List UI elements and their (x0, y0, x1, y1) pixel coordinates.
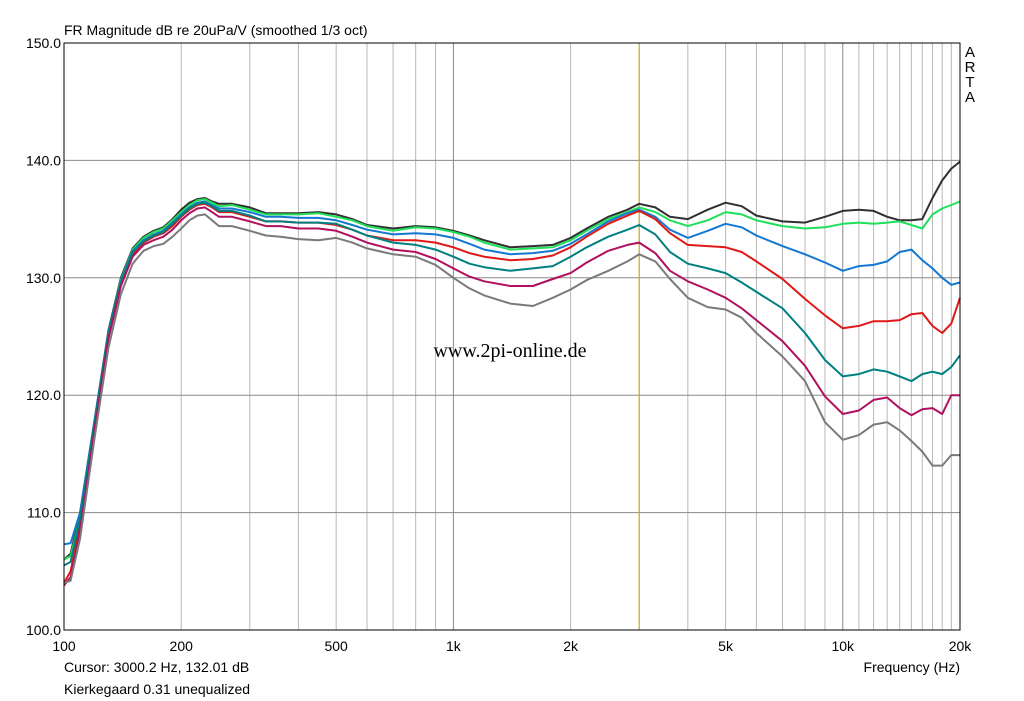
x-tick-label: 2k (563, 638, 579, 654)
side-label-letter: A (965, 89, 975, 106)
x-tick-label: 200 (170, 638, 194, 654)
x-axis-ticks: 100 200 500 1k 2k 5k 10k 20k (52, 638, 972, 654)
series-line-7 (63, 213, 960, 584)
series-line-6 (63, 206, 960, 587)
y-tick-label: 140.0 (26, 152, 61, 168)
y-tick-label: 120.0 (26, 387, 61, 403)
y-tick-label: 130.0 (26, 270, 61, 286)
x-tick-label: 500 (324, 638, 348, 654)
series-line-2 (63, 198, 961, 561)
x-tick-label: 5k (718, 638, 734, 654)
series-line-5 (63, 201, 961, 567)
side-label-letter: T (965, 74, 974, 91)
y-axis-ticks: 100.0 110.0 120.0 130.0 140.0 150.0 (26, 35, 61, 638)
plot-area (64, 43, 960, 630)
cursor-readout: Cursor: 3000.2 Hz, 132.01 dB (64, 659, 249, 675)
y-tick-label: 150.0 (26, 35, 61, 51)
plot-frame (63, 42, 961, 631)
watermark-text: www.2pi-online.de (433, 340, 586, 362)
y-tick-label: 100.0 (26, 622, 61, 638)
chart-title: FR Magnitude dB re 20uPa/V (smoothed 1/3… (64, 22, 368, 38)
x-tick-label: 1k (446, 638, 462, 654)
x-axis-label: Frequency (Hz) (864, 659, 960, 675)
grid-lines (64, 43, 960, 630)
side-label-letter: R (965, 59, 976, 76)
x-tick-label: 10k (831, 638, 855, 654)
side-label-letter: A (965, 44, 975, 61)
x-tick-label: 100 (52, 638, 76, 654)
y-tick-label: 110.0 (27, 505, 61, 521)
series-line-4 (63, 202, 961, 584)
chart-caption: Kierkegaard 0.31 unequalized (64, 681, 250, 697)
x-tick-label: 20k (949, 638, 973, 654)
data-series (63, 160, 961, 587)
